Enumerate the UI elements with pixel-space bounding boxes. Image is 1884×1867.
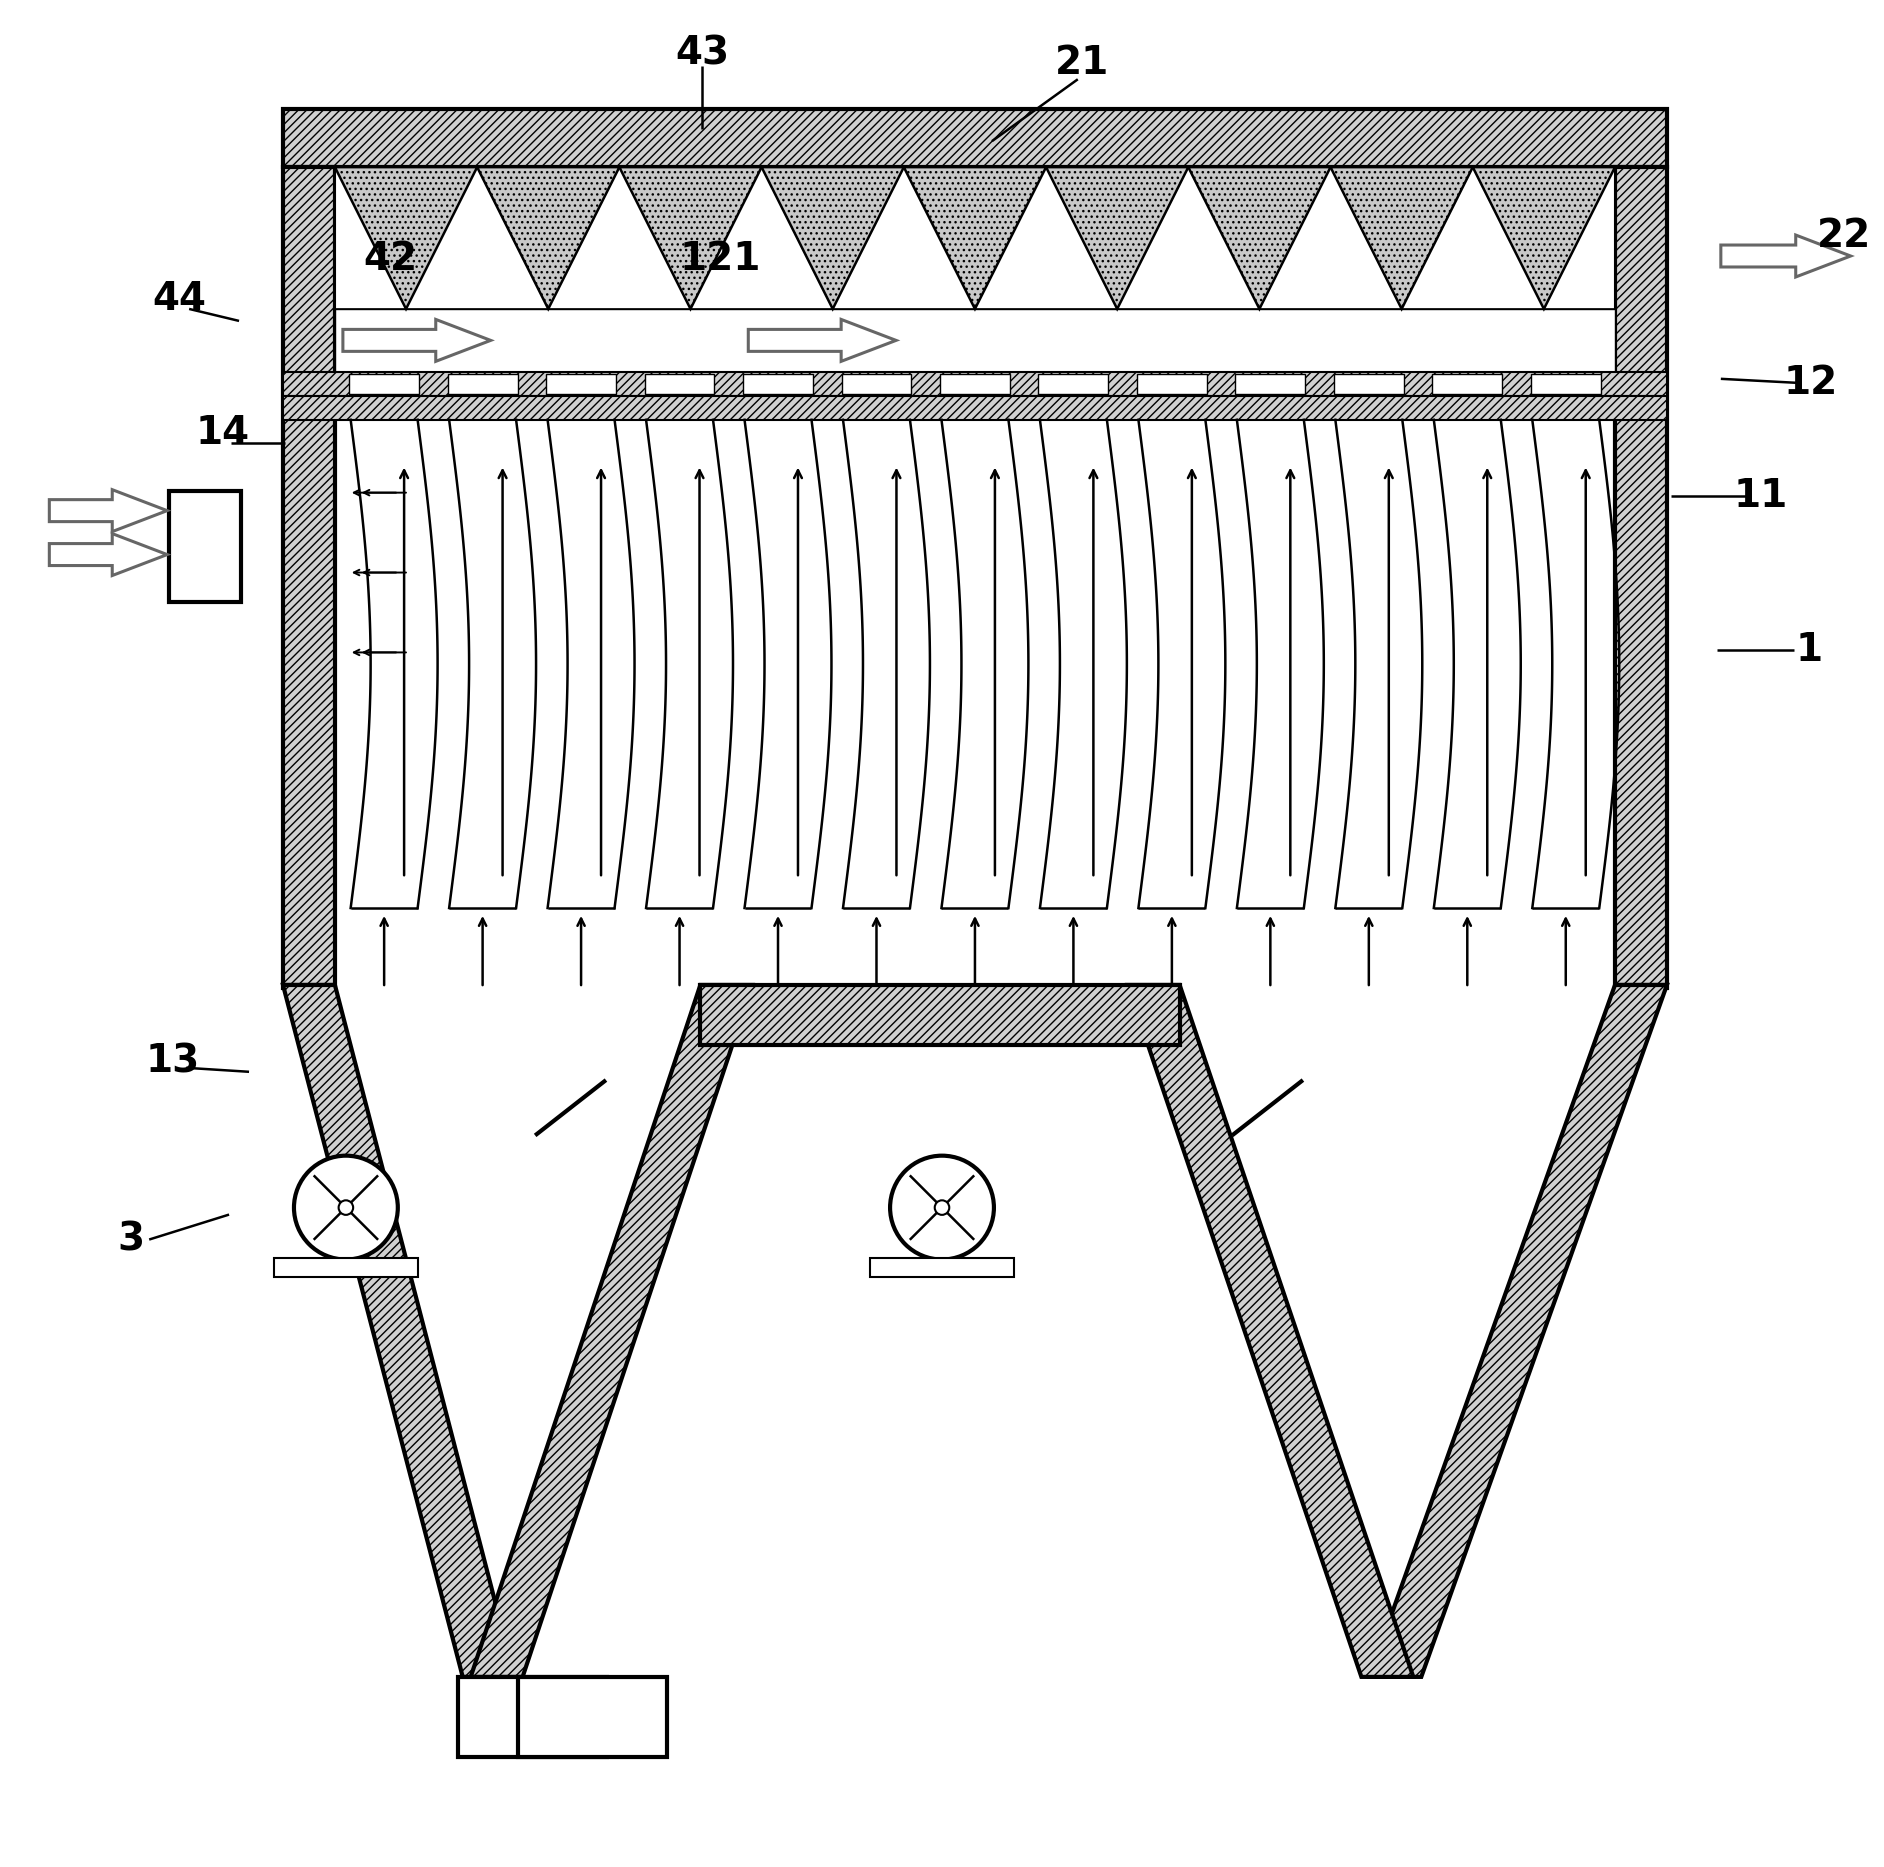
- Bar: [842, 373, 912, 394]
- Polygon shape: [335, 168, 477, 308]
- Bar: [349, 373, 418, 394]
- Circle shape: [934, 1200, 950, 1215]
- Polygon shape: [1330, 168, 1473, 308]
- Text: 13: 13: [147, 1044, 200, 1081]
- Bar: [940, 373, 1010, 394]
- Text: 42: 42: [364, 241, 418, 278]
- FancyArrow shape: [748, 319, 897, 362]
- Polygon shape: [761, 168, 904, 308]
- Bar: [1136, 373, 1208, 394]
- Polygon shape: [477, 168, 620, 308]
- Polygon shape: [1370, 986, 1667, 1677]
- Bar: [458, 1677, 607, 1757]
- Bar: [1236, 373, 1306, 394]
- Polygon shape: [283, 986, 514, 1677]
- FancyArrow shape: [1720, 235, 1850, 276]
- Text: 1: 1: [1795, 631, 1822, 670]
- Bar: [283, 396, 1667, 420]
- Text: 12: 12: [1784, 364, 1837, 401]
- FancyArrow shape: [49, 489, 168, 532]
- Bar: [1432, 373, 1502, 394]
- Bar: [870, 1258, 1014, 1277]
- Bar: [335, 168, 1615, 372]
- Bar: [335, 308, 1615, 372]
- Polygon shape: [1129, 986, 1413, 1677]
- Bar: [273, 1258, 418, 1277]
- Bar: [546, 373, 616, 394]
- Bar: [644, 373, 714, 394]
- Text: 22: 22: [1816, 217, 1871, 256]
- FancyArrow shape: [343, 319, 490, 362]
- Bar: [170, 491, 241, 603]
- FancyArrow shape: [49, 534, 168, 575]
- Polygon shape: [471, 986, 752, 1677]
- Polygon shape: [904, 168, 1046, 308]
- Bar: [283, 168, 335, 988]
- Polygon shape: [620, 168, 761, 308]
- Bar: [283, 110, 1667, 168]
- Bar: [742, 373, 814, 394]
- Bar: [283, 372, 1667, 396]
- Text: 44: 44: [153, 280, 205, 317]
- Polygon shape: [1473, 168, 1615, 308]
- Bar: [1615, 168, 1667, 988]
- Circle shape: [339, 1200, 352, 1215]
- Bar: [1334, 373, 1404, 394]
- Bar: [701, 986, 1179, 1046]
- Text: 3: 3: [117, 1221, 145, 1258]
- Polygon shape: [1046, 168, 1189, 308]
- Polygon shape: [1189, 168, 1330, 308]
- Bar: [1532, 373, 1601, 394]
- Text: 11: 11: [1733, 476, 1788, 515]
- Text: 14: 14: [196, 414, 251, 452]
- Text: 43: 43: [674, 34, 729, 73]
- Circle shape: [294, 1156, 398, 1260]
- Text: 21: 21: [1055, 45, 1110, 82]
- Bar: [448, 373, 518, 394]
- Text: 121: 121: [680, 241, 761, 278]
- Circle shape: [889, 1156, 995, 1260]
- Bar: [1038, 373, 1108, 394]
- Bar: [518, 1677, 667, 1757]
